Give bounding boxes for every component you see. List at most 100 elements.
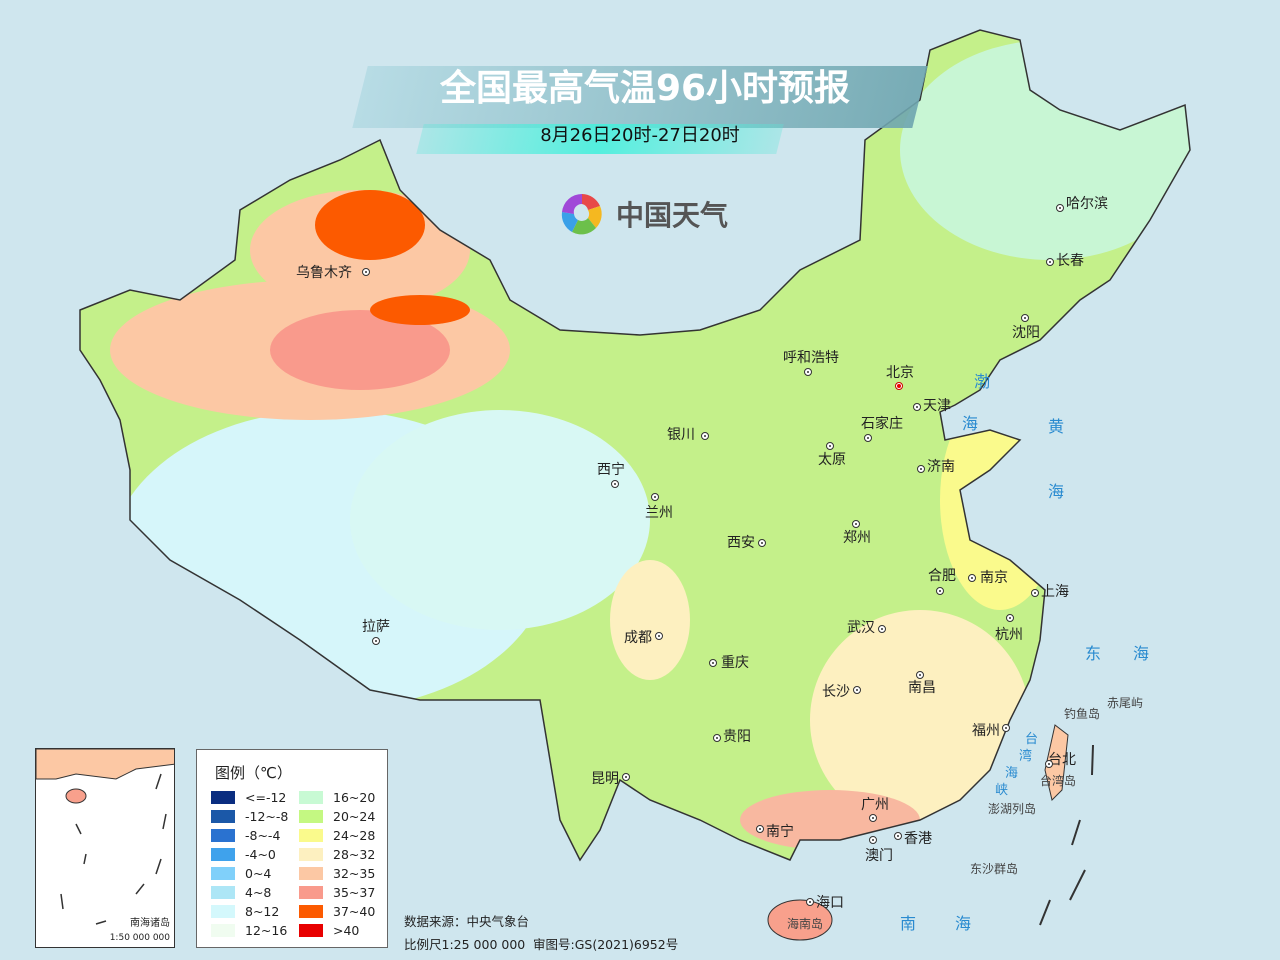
city-label: 北京	[886, 365, 914, 381]
city-label: 福州	[972, 723, 1000, 739]
legend-item: 12~16	[211, 923, 287, 938]
legend-swatch	[299, 791, 323, 804]
legend-swatch	[299, 905, 323, 918]
legend-item: 24~28	[299, 828, 375, 843]
sea-label: 海	[1048, 482, 1065, 501]
sea-label: 黄	[1048, 417, 1065, 436]
legend-label: -8~-4	[245, 828, 281, 843]
city-marker-icon	[1021, 314, 1029, 322]
legend-label: <=-12	[245, 790, 287, 805]
legend-item: -12~-8	[211, 809, 288, 824]
city-marker-icon	[709, 659, 717, 667]
island-label: 台湾岛	[1040, 774, 1077, 788]
legend-item: 35~37	[299, 885, 375, 900]
city-label: 台北	[1048, 752, 1076, 768]
legend-label: 8~12	[245, 904, 280, 919]
inset-scale: 1:50 000 000	[109, 933, 170, 943]
city-marker-icon	[894, 832, 902, 840]
legend-label: 4~8	[245, 885, 272, 900]
city-label: 哈尔滨	[1066, 196, 1108, 212]
city-label: 天津	[923, 398, 951, 414]
sea-label: 峡	[995, 783, 1009, 798]
legend-item: 8~12	[211, 904, 279, 919]
city-label: 香港	[904, 831, 932, 847]
legend-swatch	[211, 848, 235, 861]
city-label: 拉萨	[362, 619, 390, 635]
legend: 图例（℃） <=-12 -12~-8 -8~-4 -4~0 0~4 4~8 8~12 12~1…	[196, 749, 388, 948]
city-marker-icon	[852, 520, 860, 528]
legend-label: 12~16	[245, 923, 288, 938]
city-label: 郑州	[843, 530, 871, 546]
city-label: 南昌	[908, 680, 936, 696]
legend-label: 0~4	[245, 866, 272, 881]
city-marker-icon	[936, 587, 944, 595]
sea-label: 海	[1133, 644, 1150, 663]
legend-title: 图例（℃）	[215, 764, 292, 782]
city-label: 南宁	[766, 824, 794, 840]
legend-item: 20~24	[299, 809, 375, 824]
city-marker-icon	[756, 825, 764, 833]
city-marker-icon	[1006, 614, 1014, 622]
logo-text: 中国天气	[616, 199, 729, 232]
legend-swatch	[211, 791, 235, 804]
island-label: 钓鱼岛	[1064, 707, 1101, 721]
city-marker-icon	[758, 539, 766, 547]
legend-label: 37~40	[333, 904, 376, 919]
sea-label: 湾	[1019, 749, 1033, 764]
legend-label: 16~20	[333, 790, 376, 805]
city-label: 澳门	[865, 848, 893, 864]
legend-item: -4~0	[211, 847, 276, 862]
legend-swatch	[299, 848, 323, 861]
inset-title: 南海诸岛	[130, 918, 170, 929]
legend-swatch	[299, 867, 323, 880]
city-marker-icon	[622, 773, 630, 781]
sea-label: 海	[955, 914, 972, 933]
city-label: 上海	[1041, 584, 1069, 600]
legend-item: 4~8	[211, 885, 271, 900]
data-source: 数据来源：中央气象台	[404, 914, 530, 929]
city-label: 西安	[727, 535, 755, 551]
city-label: 长春	[1056, 253, 1084, 269]
city-label: 杭州	[995, 627, 1023, 643]
city-label: 石家庄	[861, 416, 903, 432]
legend-item: <=-12	[211, 790, 286, 805]
pinwheel-logo-icon	[561, 193, 602, 235]
city-marker-icon	[968, 574, 976, 582]
city-marker-icon	[1046, 258, 1054, 266]
sea-label: 海	[1005, 766, 1019, 781]
legend-label: 20~24	[333, 809, 376, 824]
city-label: 成都	[624, 630, 652, 646]
city-marker-icon	[806, 898, 814, 906]
city-label: 乌鲁木齐	[296, 265, 352, 281]
legend-label: 32~35	[333, 866, 376, 881]
city-label: 太原	[818, 452, 846, 468]
legend-item: >40	[299, 923, 359, 938]
legend-swatch	[211, 905, 235, 918]
city-marker-icon	[869, 836, 877, 844]
city-marker-icon	[1002, 724, 1010, 732]
capital-marker-icon	[895, 382, 903, 390]
south-china-sea-inset: 南海诸岛 1:50 000 000	[35, 748, 175, 948]
legend-item: 28~32	[299, 847, 375, 862]
city-marker-icon	[826, 442, 834, 450]
city-label: 呼和浩特	[783, 350, 839, 366]
city-marker-icon	[913, 403, 921, 411]
legend-swatch	[299, 886, 323, 899]
city-label: 合肥	[928, 568, 956, 584]
city-marker-icon	[362, 268, 370, 276]
city-marker-icon	[878, 625, 886, 633]
city-label: 济南	[927, 459, 955, 475]
city-marker-icon	[1045, 760, 1053, 768]
sea-label: 台	[1025, 732, 1039, 747]
forecast-period: 8月26日20时-27日20时	[540, 125, 740, 146]
legend-item: 0~4	[211, 866, 271, 881]
legend-item: 32~35	[299, 866, 375, 881]
city-label: 长沙	[822, 684, 850, 700]
legend-label: -12~-8	[245, 809, 289, 824]
island-label: 东沙群岛	[970, 862, 1019, 876]
city-marker-icon	[853, 686, 861, 694]
island-label: 海南岛	[787, 917, 824, 931]
legend-swatch	[211, 924, 235, 937]
city-marker-icon	[611, 480, 619, 488]
